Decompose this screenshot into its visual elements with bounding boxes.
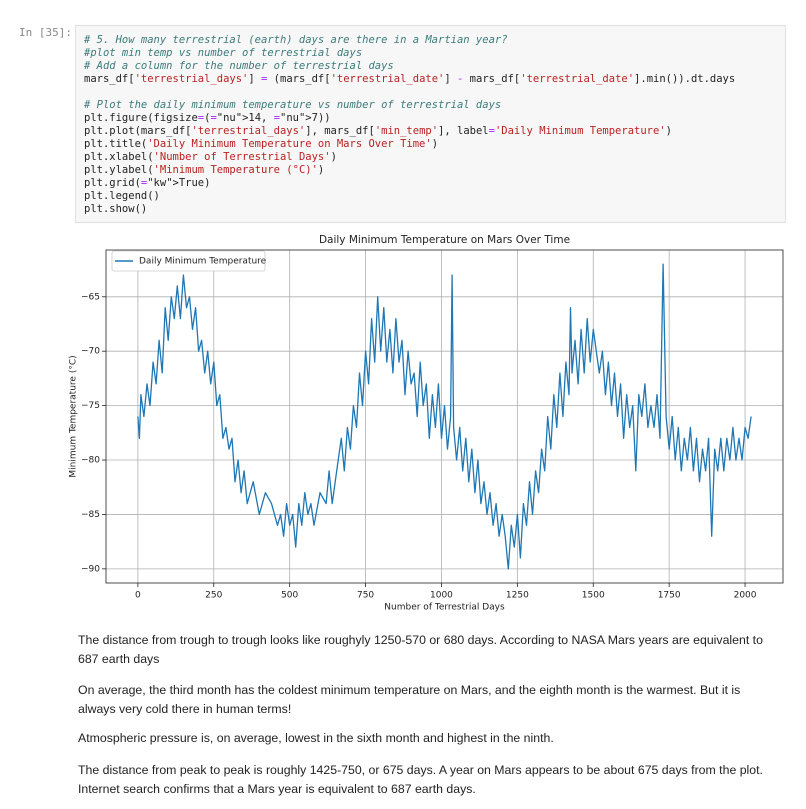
code-line: plt.title('Daily Minimum Temperature on … (84, 138, 439, 150)
x-axis-label: Number of Terrestrial Days (384, 603, 505, 613)
code-line: plt.xlabel('Number of Terrestrial Days') (84, 151, 337, 163)
markdown-paragraph: The distance from peak to peak is roughl… (78, 763, 763, 796)
code-line: # Add a column for the number of terrest… (84, 60, 394, 72)
code-line: plt.plot(mars_df['terrestrial_days'], ma… (84, 125, 672, 137)
x-tick-label: 1000 (430, 591, 453, 601)
code-line: # 5. How many terrestrial (earth) days a… (84, 34, 508, 46)
code-line: mars_df['terrestrial_days'] = (mars_df['… (84, 73, 736, 85)
y-tick-label: −85 (81, 510, 100, 520)
code-cell[interactable]: # 5. How many terrestrial (earth) days a… (75, 25, 786, 223)
x-tick-label: 1500 (582, 591, 605, 601)
legend-label: Daily Minimum Temperature (139, 257, 267, 267)
plot-frame (105, 249, 784, 584)
chart-title: Daily Minimum Temperature on Mars Over T… (319, 234, 570, 246)
chart: Daily Minimum Temperature on Mars Over T… (69, 234, 784, 613)
markdown-paragraph: On average, the third month has the cold… (78, 683, 741, 716)
x-tick-label: 1250 (506, 591, 529, 601)
x-tick-label: 2000 (734, 591, 757, 601)
cell-prompt: In [35]: (19, 26, 72, 39)
code-line: plt.figure(figsize=(="nu">14, ="nu">7)) (84, 112, 331, 124)
markdown-paragraph: Atmospheric pressure is, on average, low… (78, 731, 554, 745)
y-tick-label: −70 (81, 347, 100, 357)
x-tick-label: 750 (357, 591, 374, 601)
code-line: #plot min temp vs number of terrestrial … (84, 47, 363, 59)
code-line: plt.ylabel('Minimum Temperature (°C)') (84, 164, 325, 176)
y-tick-label: −65 (81, 292, 100, 302)
code-line: # Plot the daily minimum temperature vs … (84, 99, 502, 111)
y-tick-label: −75 (81, 401, 100, 411)
code-line: plt.grid(="kw">True) (84, 177, 211, 189)
y-axis-label: Minimum Temperature (°C) (69, 355, 79, 477)
x-tick-label: 500 (281, 591, 298, 601)
x-tick-label: 250 (205, 591, 222, 601)
x-tick-label: 1750 (658, 591, 681, 601)
code-line: plt.legend() (84, 190, 160, 202)
markdown-paragraph: The distance from trough to trough looks… (78, 633, 763, 666)
y-tick-label: −80 (81, 456, 100, 466)
legend-box (111, 250, 266, 272)
x-tick-label: 0 (135, 591, 141, 601)
code-line: plt.show() (84, 203, 148, 215)
y-tick-label: −90 (81, 564, 100, 574)
data-line (137, 263, 752, 570)
